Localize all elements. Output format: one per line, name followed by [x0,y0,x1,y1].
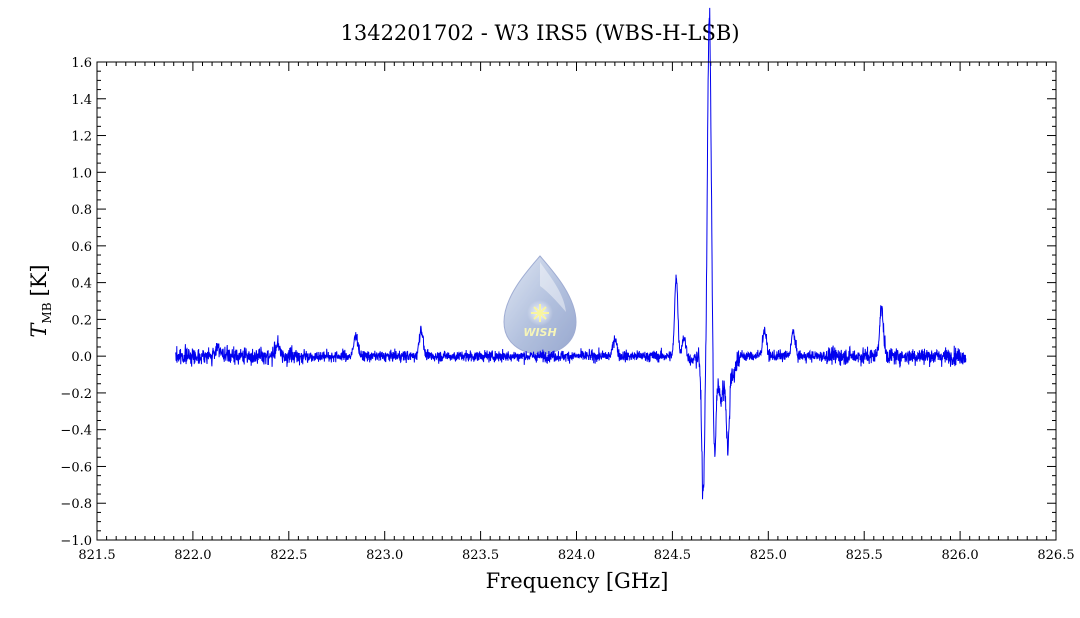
wish-drop-highlight [540,262,566,312]
x-tick-label: 821.5 [78,548,115,563]
y-tick-label: 0.0 [71,350,92,365]
y-tick-label: 0.2 [71,313,92,328]
x-tick-label: 823.5 [462,548,499,563]
wish-star-icon [531,304,549,322]
x-axis-label: Frequency [GHz] [486,569,669,593]
y-tick-label: −0.8 [60,497,92,512]
chart-title: 1342201702 - W3 IRS5 (WBS-H-LSB) [340,21,739,45]
y-tick-label: 1.4 [71,93,92,108]
x-tick-label: 822.5 [270,548,307,563]
x-tick-label: 824.0 [558,548,595,563]
x-tick-label: 823.0 [366,548,403,563]
y-tick-label: 1.0 [71,166,92,181]
y-axis-label-main: T [27,322,51,338]
plot-frame [96,61,1057,541]
x-tick-label: 825.0 [750,548,787,563]
y-axis-label: TMB [K] [27,264,54,337]
y-axis-label-sub: MB [40,302,54,323]
x-tick-label: 826.5 [1037,548,1074,563]
y-axis-label-unit: [K] [27,264,51,296]
series-line [175,7,967,500]
y-tick-label: −1.0 [60,534,92,549]
y-tick-label: 1.2 [71,130,92,145]
x-tick-label: 824.5 [654,548,691,563]
y-tick-label: 0.4 [71,277,92,292]
wish-logo-watermark: WISH [503,255,577,355]
x-tick-label: 826.0 [941,548,978,563]
svg-text:TMB[K]: TMB [K] [27,264,54,337]
y-tick-label: 0.6 [71,240,92,255]
y-tick-labels: 1.6 1.4 1.2 1.0 0.8 0.6 0.4 0.2 0.0 −0.2 −0.4 −0.6 −… [60,56,92,549]
axis-ticks [96,61,1057,541]
x-tick-label: 825.5 [846,548,883,563]
y-tick-label: −0.6 [60,460,92,475]
x-tick-labels: 821.5 822.0 822.5 823.0 823.5 824.0 824.5 825.0… [78,548,1074,563]
wish-logo-text: WISH [523,326,556,339]
y-tick-label: 1.6 [71,56,92,71]
x-tick-label: 822.0 [174,548,211,563]
y-tick-label: −0.2 [60,387,92,402]
y-tick-label: −0.4 [60,424,92,439]
y-tick-label: 0.8 [71,203,92,218]
